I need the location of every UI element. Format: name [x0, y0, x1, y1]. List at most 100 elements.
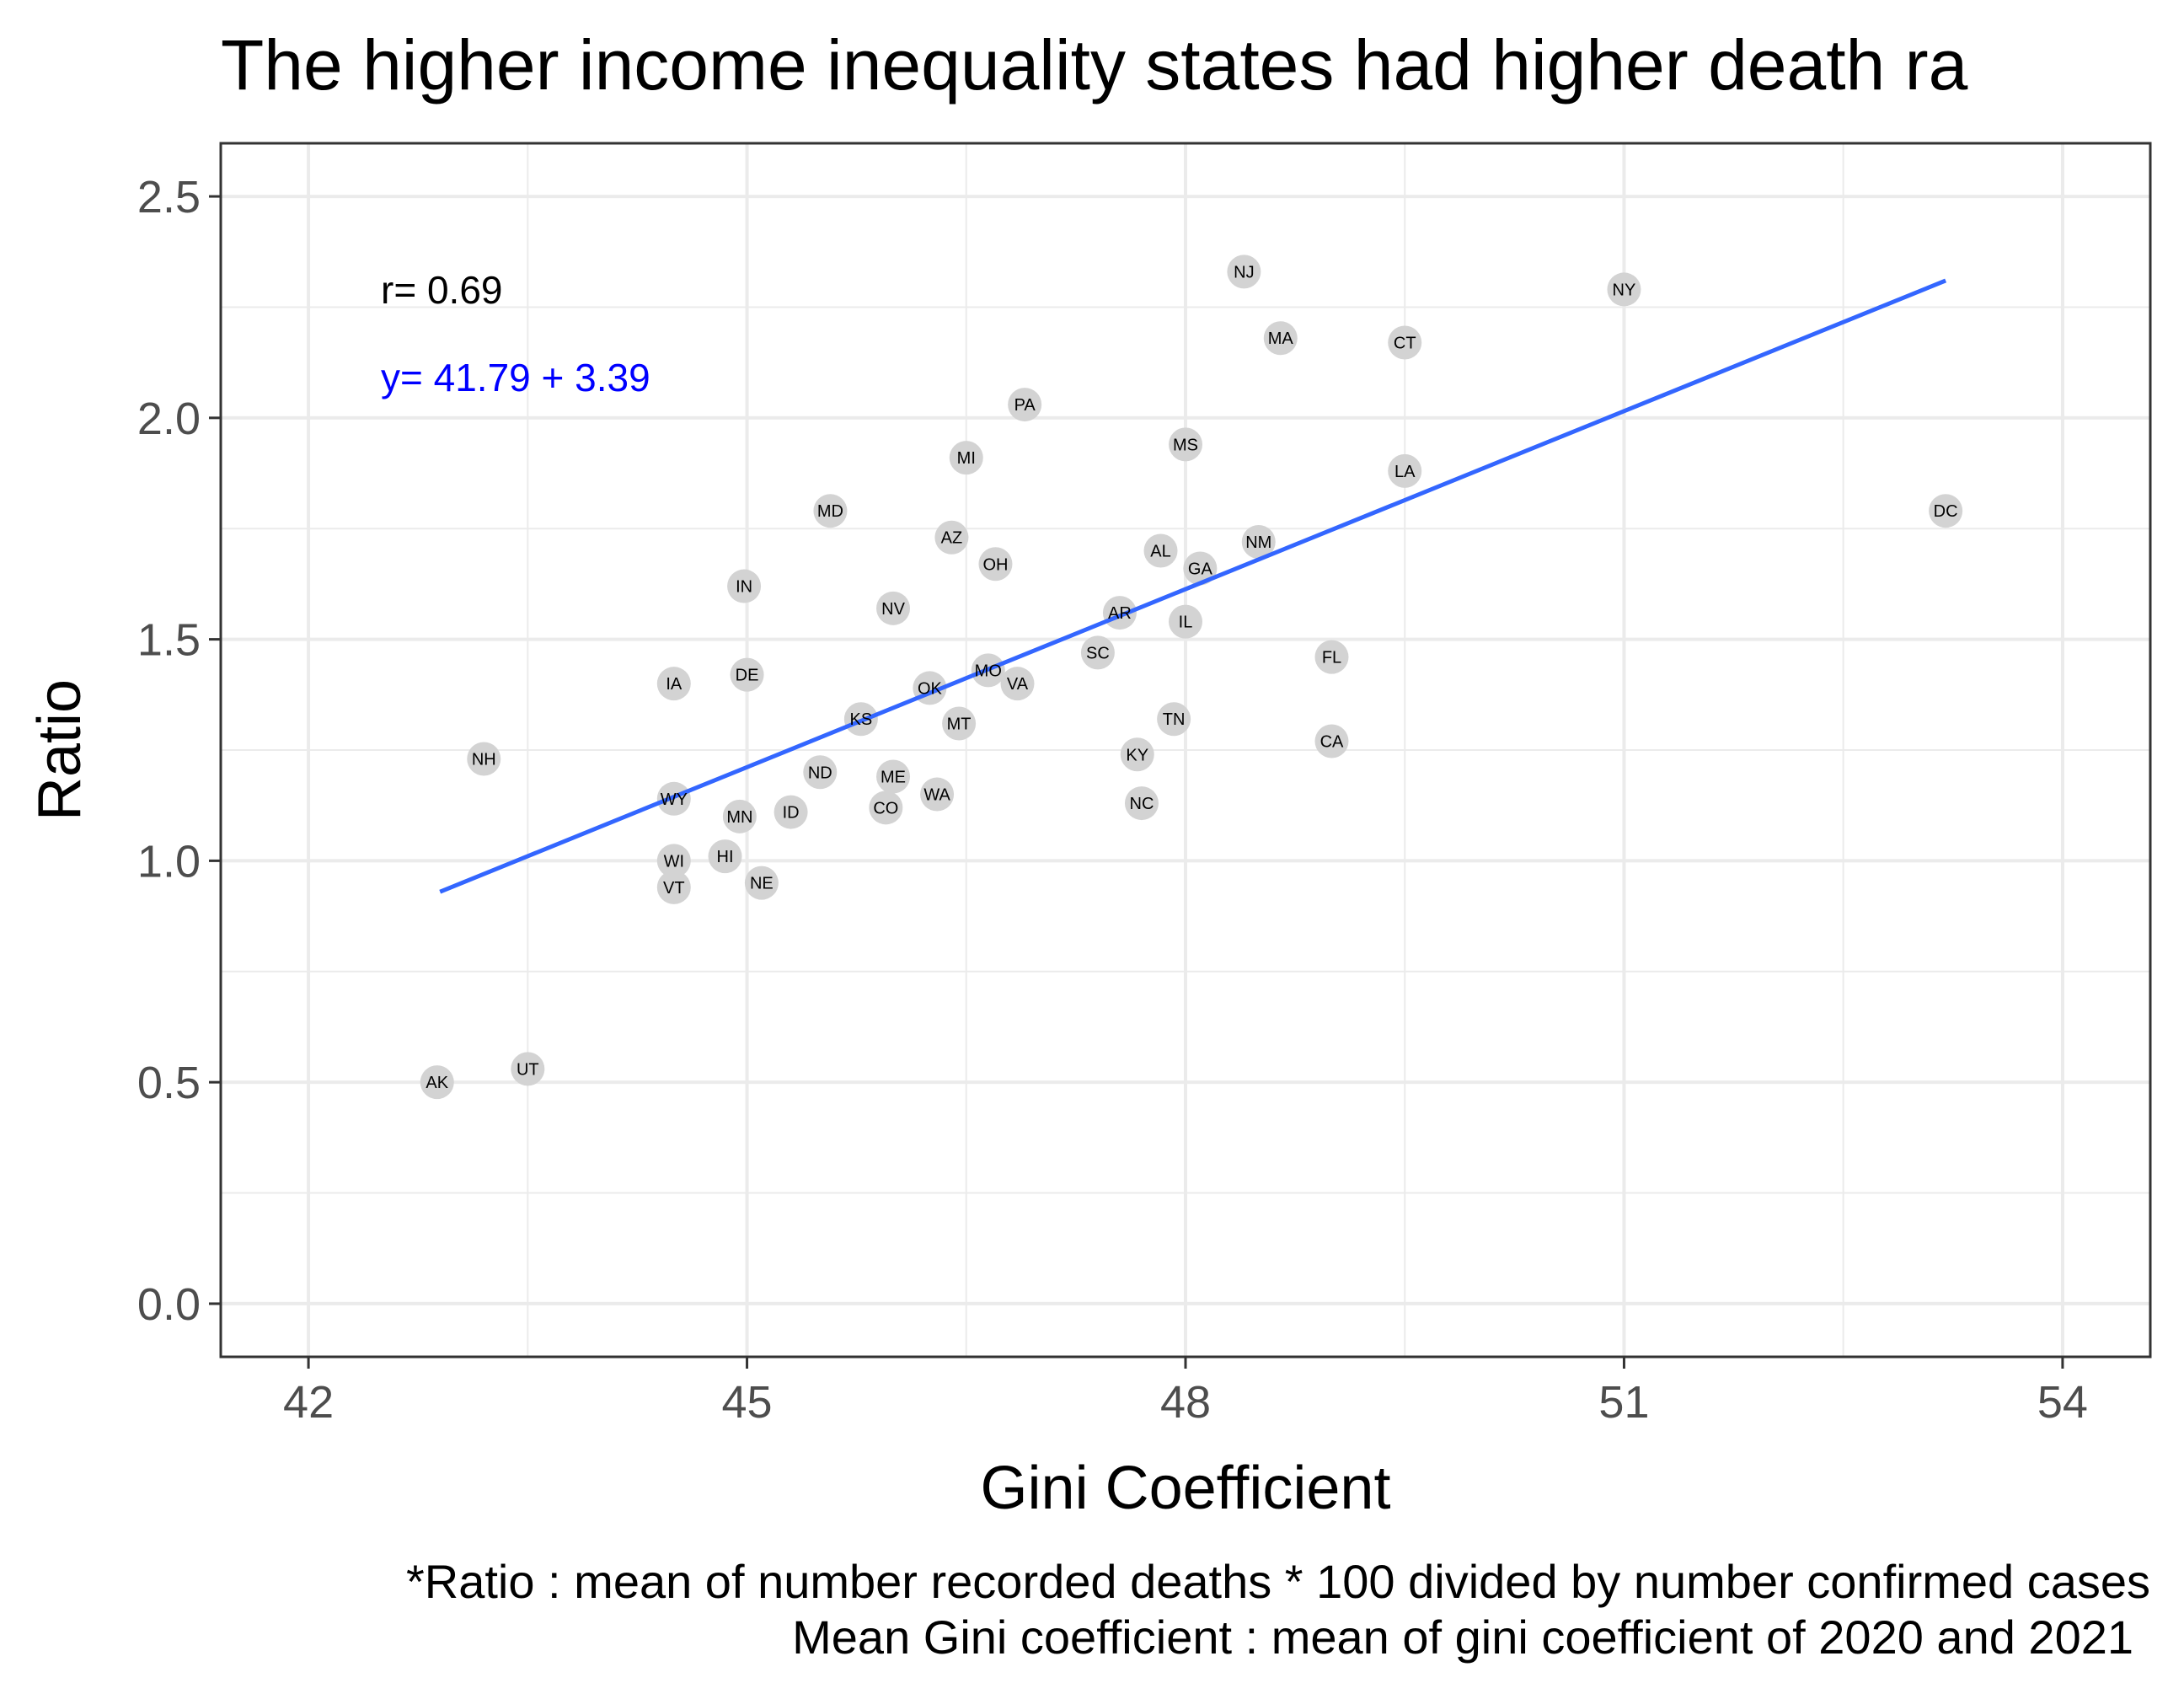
- point-label: FL: [1322, 649, 1341, 667]
- equation-annotation: y= 41.79 + 3.39: [381, 356, 650, 399]
- data-point: [420, 1065, 454, 1100]
- point-label: WY: [661, 791, 688, 809]
- data-point: [467, 742, 501, 776]
- data-point: [1227, 255, 1261, 289]
- point-label: ME: [881, 769, 906, 787]
- point-label: NY: [1613, 281, 1636, 299]
- data-point: [656, 667, 691, 701]
- data-point: [511, 1052, 545, 1086]
- data-point: [1120, 737, 1154, 772]
- point-label: WA: [923, 786, 950, 805]
- point-label: MO: [975, 662, 1002, 680]
- data-point: [942, 706, 977, 741]
- y-axis-title: Ratio: [26, 679, 94, 821]
- point-label: MS: [1173, 436, 1198, 454]
- data-point: [869, 791, 903, 825]
- point-labels: AK UT NH IA WY WI VT HI MN NE IN DE ID ND MD KS CO ME NV OK…: [426, 263, 1957, 1092]
- plot-panel: AK UT NH IA WY WI VT HI MN NE IN DE ID ND MD KS CO ME NV OK…: [219, 142, 2152, 1359]
- data-point: [803, 755, 838, 790]
- point-label: NJ: [1234, 263, 1254, 281]
- data-point: [1263, 321, 1298, 356]
- point-label: GA: [1188, 560, 1213, 579]
- x-tick-label: 48: [1160, 1377, 1211, 1428]
- data-point: [1008, 388, 1042, 422]
- point-label: MD: [817, 502, 843, 521]
- point-label: OH: [982, 555, 1008, 574]
- point-label: NC: [1130, 795, 1154, 813]
- data-point: [656, 844, 691, 878]
- data-point: [1183, 551, 1218, 586]
- data-point: [730, 657, 764, 692]
- regression-line: [439, 278, 1947, 894]
- data-point: [920, 777, 955, 812]
- data-point: [708, 839, 742, 874]
- point-label: DE: [736, 667, 759, 685]
- data-point: [876, 759, 911, 794]
- data-points: [420, 255, 1963, 1100]
- data-point: [656, 870, 691, 904]
- data-point: [1388, 453, 1422, 488]
- point-label: NH: [472, 751, 496, 769]
- data-point: [1169, 427, 1202, 462]
- caption-line-2: Mean Gini coefficient : mean of gini coe…: [792, 1611, 2133, 1664]
- data-point: [1929, 494, 1963, 528]
- point-label: CT: [1394, 334, 1416, 352]
- point-label: AR: [1108, 604, 1132, 623]
- data-point: [744, 866, 779, 900]
- x-tick-label: 54: [2037, 1377, 2088, 1428]
- data-point: [1607, 272, 1641, 307]
- point-label: VT: [663, 879, 685, 898]
- data-point: [1169, 604, 1202, 639]
- y-axis: 0.0 0.5 1.0 1.5 2.0 2.5: [137, 172, 221, 1330]
- grid-major: [221, 143, 2150, 1357]
- point-label: KS: [850, 710, 873, 729]
- y-tick-label: 0.0: [137, 1279, 201, 1330]
- point-label: AZ: [941, 529, 963, 548]
- point-label: LA: [1394, 463, 1416, 481]
- data-point: [934, 520, 969, 555]
- y-tick-label: 0.5: [137, 1058, 201, 1108]
- y-tick-label: 1.0: [137, 836, 201, 887]
- point-label: SC: [1086, 644, 1110, 662]
- point-label: ND: [808, 764, 832, 782]
- point-label: MT: [947, 715, 972, 733]
- data-point: [949, 441, 983, 475]
- point-label: VA: [1007, 675, 1029, 694]
- data-point: [1157, 702, 1191, 737]
- chart-title: The higher income inequality states had …: [221, 25, 1968, 105]
- x-tick-label: 42: [283, 1377, 334, 1428]
- data-point: [813, 494, 848, 528]
- x-tick-label: 45: [722, 1377, 773, 1428]
- data-point: [1143, 533, 1178, 568]
- point-label: TN: [1163, 710, 1186, 729]
- data-point: [1314, 640, 1349, 674]
- point-label: IA: [666, 675, 682, 694]
- data-point: [876, 591, 911, 625]
- data-point: [722, 799, 757, 833]
- y-tick-label: 2.0: [137, 394, 201, 444]
- data-point: [1080, 635, 1115, 670]
- point-label: HI: [717, 848, 734, 866]
- point-label: NV: [881, 600, 905, 619]
- caption-line-1: *Ratio : mean of number recorded deaths …: [406, 1555, 2150, 1608]
- correlation-annotation: r= 0.69: [381, 268, 503, 312]
- data-point: [1124, 786, 1159, 821]
- data-point: [1241, 524, 1276, 559]
- point-label: CO: [873, 799, 898, 817]
- point-label: IL: [1179, 614, 1193, 632]
- data-point: [1388, 325, 1422, 360]
- data-point: [978, 547, 1013, 582]
- point-label: NM: [1245, 533, 1271, 552]
- point-label: MI: [957, 449, 976, 468]
- point-label: UT: [517, 1060, 539, 1079]
- point-label: ID: [783, 804, 800, 823]
- data-point: [774, 795, 808, 829]
- x-axis-title: Gini Coefficient: [981, 1455, 1391, 1522]
- point-label: KY: [1126, 746, 1148, 764]
- data-point: [1314, 724, 1349, 758]
- point-label: CA: [1320, 732, 1344, 751]
- point-label: DC: [1934, 502, 1958, 521]
- point-label: OK: [918, 679, 943, 698]
- data-point: [1000, 667, 1035, 701]
